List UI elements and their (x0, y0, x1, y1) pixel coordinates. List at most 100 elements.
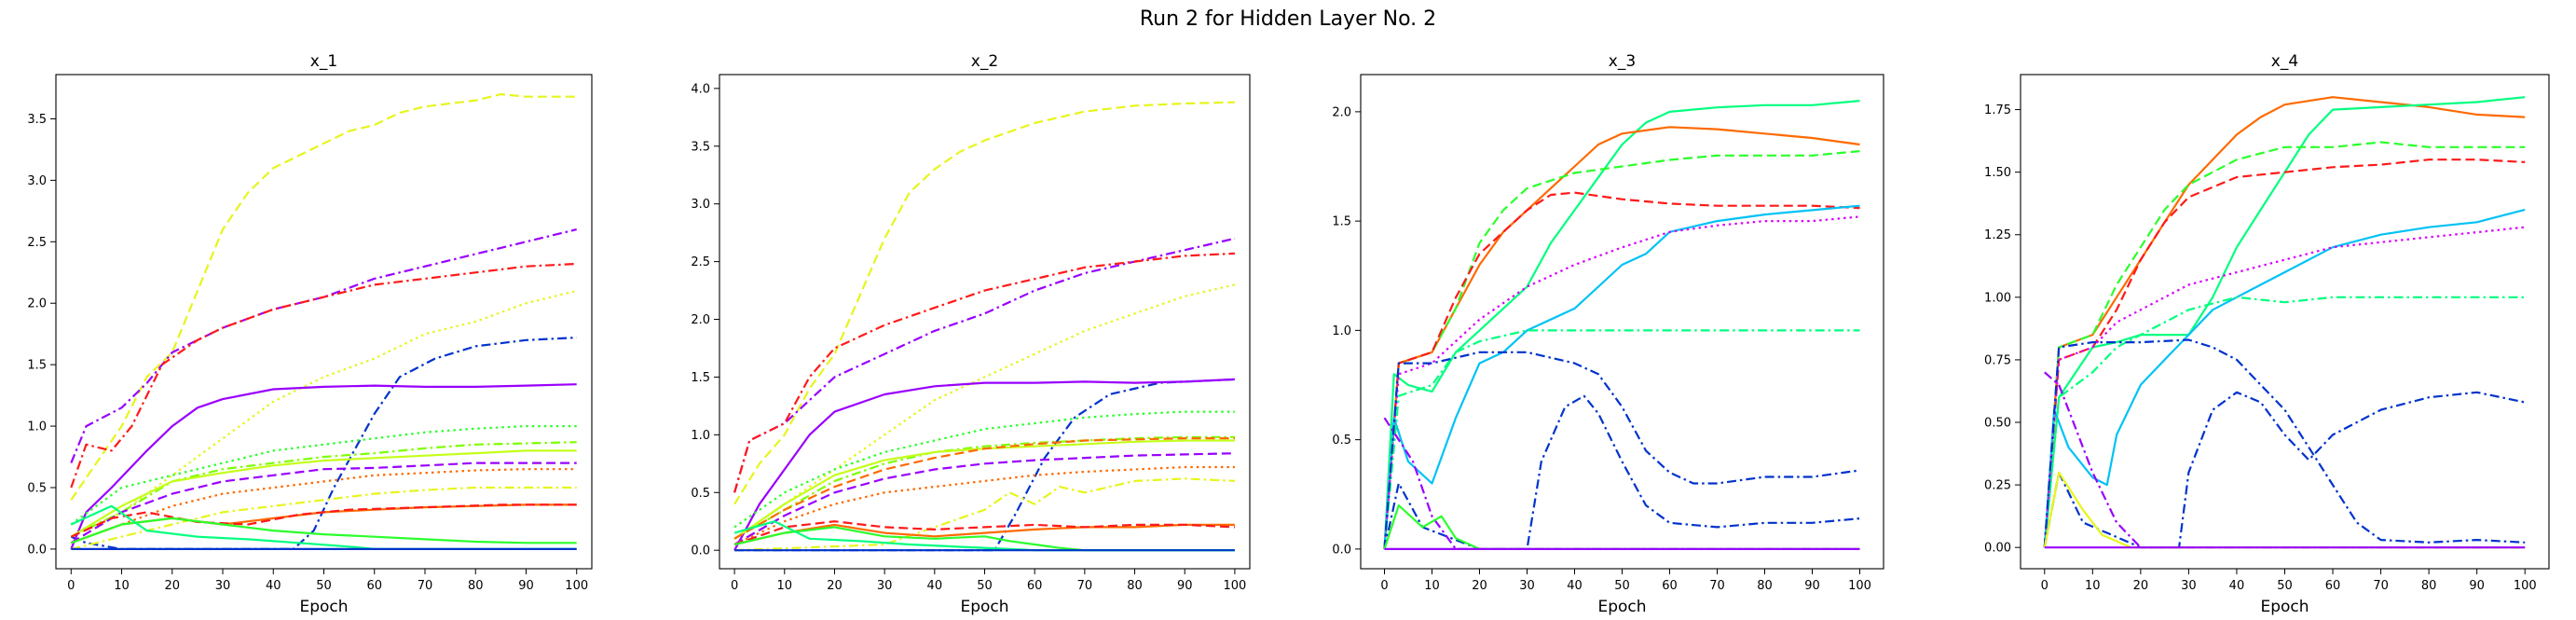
x-tick-label: 50 (977, 579, 993, 593)
x-tick-label: 90 (518, 579, 534, 593)
series-line-6 (70, 383, 577, 550)
y-tick-label: 0.25 (1984, 479, 2011, 493)
series-line-4 (2043, 158, 2526, 548)
series-group (70, 93, 577, 550)
series-line-5 (1383, 204, 1860, 549)
y-tick-label: 2.5 (27, 236, 47, 250)
series-line-7 (1383, 329, 1860, 550)
series-line-9 (1383, 394, 1860, 550)
series-line-2 (1383, 126, 1860, 549)
x-tick-label: 70 (1077, 579, 1093, 593)
y-tick-label: 0.5 (691, 487, 710, 501)
y-tick-label: 1.00 (1984, 291, 2011, 305)
y-tick-label: 0.5 (1332, 434, 1351, 448)
x-tick-label: 30 (1519, 579, 1535, 593)
x-tick-label: 40 (1567, 579, 1583, 593)
x-tick-label: 10 (2085, 579, 2101, 593)
axes-frame (1360, 74, 1884, 570)
chart-title: x_3 (1609, 52, 1636, 71)
y-tick-label: 0.75 (1984, 353, 2011, 367)
series-line-15 (70, 517, 577, 544)
series-line-15 (733, 520, 1235, 546)
x-tick-label: 20 (164, 579, 180, 593)
series-group (2043, 96, 2526, 549)
x-tick-label: 30 (877, 579, 893, 593)
x-tick-label: 40 (927, 579, 943, 593)
x-tick-label: 80 (468, 579, 484, 593)
x-tick-label: 60 (366, 579, 382, 593)
series-line-13 (734, 477, 1235, 552)
series-line-5 (2043, 208, 2526, 548)
chart-panel-3: x_3 0 10 20 30 40 50 60 70 80 90 100 0.0 0.5 1.0 1.5 2.0… (1332, 52, 1884, 616)
series-line-6 (733, 378, 1235, 551)
x-tick-label: 80 (2421, 579, 2437, 593)
x-tick-label: 70 (1709, 579, 1725, 593)
y-tick-label: 0.0 (691, 544, 710, 558)
series-line-4 (70, 289, 577, 538)
y-tick-label: 1.0 (27, 420, 47, 434)
series-line-2 (2043, 96, 2526, 548)
x-axis-label: Epoch (2260, 598, 2309, 616)
series-line-14 (733, 523, 1235, 546)
x-tick-label: 40 (2229, 579, 2245, 593)
y-tick-label: 0.0 (27, 543, 47, 557)
series-line-7 (2043, 296, 2526, 548)
series-line-14 (70, 503, 577, 538)
series-line-1 (1383, 100, 1860, 549)
x-tick-label: 90 (2469, 579, 2485, 593)
series-line-9 (2043, 391, 2526, 549)
x-tick-label: 90 (1177, 579, 1193, 593)
series-line-5 (734, 378, 1235, 552)
y-tick-label: 1.50 (1984, 166, 2011, 180)
y-tick-label: 2.0 (1332, 105, 1351, 119)
x-tick-label: 0 (731, 579, 738, 593)
series-line-4 (733, 283, 1236, 540)
x-tick-label: 30 (215, 579, 231, 593)
x-tick-label: 20 (827, 579, 843, 593)
x-tick-label: 100 (2514, 579, 2537, 593)
x-tick-label: 10 (114, 579, 130, 593)
series-group (733, 101, 1236, 552)
y-tick-label: 0.50 (1984, 417, 2011, 431)
series-line-8 (2043, 338, 2526, 548)
series-line-8 (1383, 351, 1860, 549)
y-tick-label: 1.0 (1332, 324, 1351, 338)
series-line-10 (1383, 417, 1860, 550)
y-tick-label: 0.0 (1332, 543, 1351, 557)
y-tick-label: 0.5 (27, 481, 47, 495)
chart-title: x_1 (310, 52, 337, 71)
y-tick-label: 3.5 (691, 140, 710, 154)
y-tick-label: 1.5 (1332, 215, 1351, 229)
y-tick-label: 2.5 (691, 255, 710, 269)
x-tick-label: 50 (316, 579, 332, 593)
chart-title: x_2 (971, 52, 998, 71)
series-line-3 (733, 252, 1235, 493)
x-axis-label: Epoch (1597, 598, 1646, 616)
series-line-1 (70, 93, 577, 501)
chart-title: x_4 (2271, 52, 2298, 71)
series-line-2 (733, 237, 1236, 493)
x-tick-label: 80 (1127, 579, 1143, 593)
series-line-11 (1383, 503, 1860, 550)
series-line-10 (733, 437, 1235, 540)
y-tick-label: 3.5 (27, 113, 47, 127)
x-tick-label: 40 (266, 579, 281, 593)
chart-panel-4: x_4 0 10 20 30 40 50 60 70 80 90 100 0.00 0.25 0.50 0.7… (1984, 52, 2550, 616)
x-tick-label: 10 (1424, 579, 1440, 593)
y-tick-label: 1.25 (1984, 228, 2011, 242)
figure-title: Run 2 for Hidden Layer No. 2 (1140, 7, 1436, 31)
series-line-3 (1383, 150, 1860, 549)
axes-frame (55, 74, 593, 570)
series-line-7 (733, 410, 1235, 529)
series-line-12 (71, 486, 577, 550)
chart-panel-2: x_2 0 10 20 30 40 50 60 70 80 90 100 0.0 0.5 1.0 1.5 2.0… (691, 52, 1251, 616)
series-line-8 (733, 435, 1235, 540)
x-tick-label: 20 (2133, 579, 2149, 593)
y-tick-label: 2.0 (27, 297, 47, 311)
series-group (1383, 100, 1860, 550)
series-line-7 (70, 425, 577, 526)
x-tick-label: 0 (2041, 579, 2048, 593)
series-line-8 (70, 441, 577, 538)
x-tick-label: 60 (1662, 579, 1678, 593)
x-tick-label: 100 (565, 579, 588, 593)
